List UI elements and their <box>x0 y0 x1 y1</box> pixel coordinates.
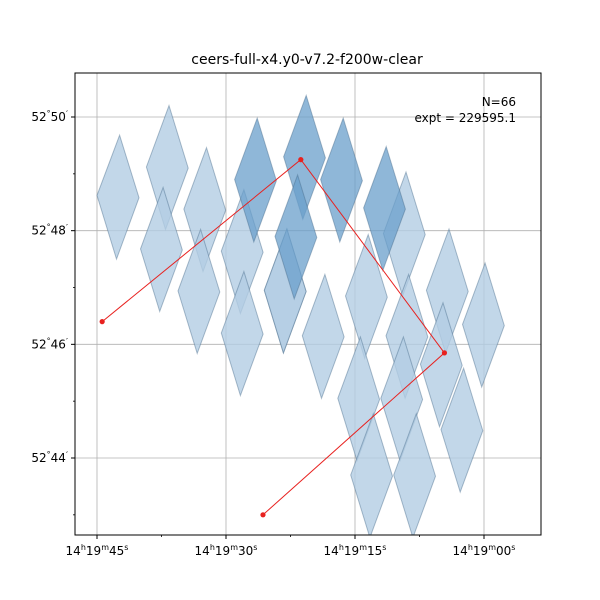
footprint-light-20 <box>440 366 484 494</box>
x-tick-label-3: 14h19m00s <box>453 543 516 558</box>
pointing-marker-2 <box>441 350 448 356</box>
plot-area <box>75 73 541 535</box>
footprint-light-2 <box>139 185 183 313</box>
y-tick-label-2: 52°48′ <box>31 223 68 238</box>
footprint-dark-25 <box>363 145 406 273</box>
exposure-annotation: expt = 229595.1 <box>414 111 516 125</box>
footprint-light-17 <box>380 335 424 463</box>
pointing-marker-3 <box>260 512 266 518</box>
pointing-path-line <box>101 158 446 516</box>
chart-title: ceers-full-x4.y0-v7.2-f200w-clear <box>191 52 423 68</box>
footprint-dark-23 <box>274 173 318 301</box>
footprint-light-10 <box>344 233 388 361</box>
pointing-marker-1 <box>298 157 304 163</box>
footprint-light-9 <box>301 272 345 400</box>
y-tick-label-1: 52°46′ <box>31 336 68 351</box>
x-tick-label-2: 14h19m15s <box>324 543 387 558</box>
footprint-light-4 <box>177 227 221 355</box>
y-tick-label-3: 52°50′ <box>31 109 68 124</box>
y-tick-label-0: 52°44′ <box>31 450 68 465</box>
axis-ticks: 14h19m45s 14h19m30s 14h19m15s 14h19m00s 52°4… <box>31 109 515 558</box>
footprint-light-6 <box>220 270 264 398</box>
footprint-dark-24 <box>320 116 363 244</box>
count-annotation: N=66 <box>482 95 516 109</box>
footprint-light-0 <box>96 133 140 261</box>
footprint-light-13 <box>419 301 463 429</box>
pointing-path-layer <box>99 157 448 518</box>
footprint-light-16 <box>337 335 381 463</box>
footprint-dark-22 <box>234 116 277 244</box>
footprints-layer <box>96 93 505 535</box>
footprint-light-19 <box>393 412 437 535</box>
x-tick-label-1: 14h19m30s <box>195 543 258 558</box>
pointing-marker-0 <box>99 319 105 325</box>
footprint-light-18 <box>350 412 394 535</box>
axes-frame <box>74 72 542 536</box>
footprint-light-15 <box>461 261 505 389</box>
x-tick-label-0: 14h19m45s <box>66 543 129 558</box>
